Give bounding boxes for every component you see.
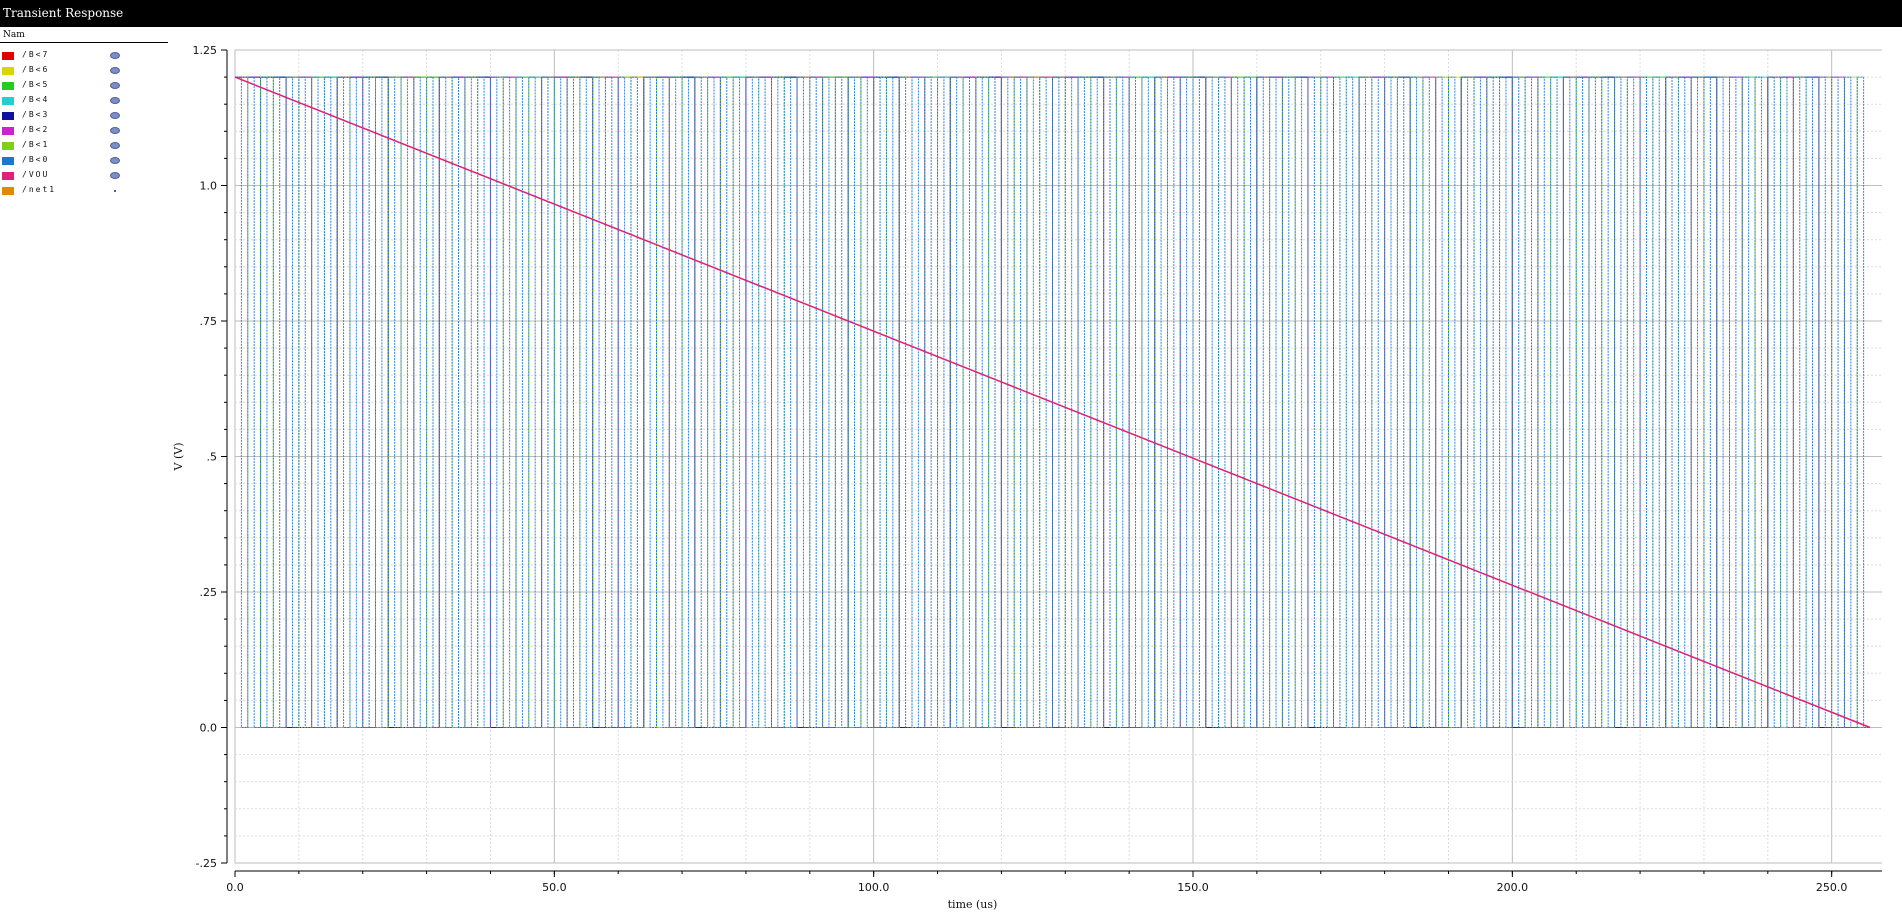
visibility-eye-icon[interactable] bbox=[110, 82, 120, 89]
legend-label: /B<7 bbox=[22, 50, 50, 59]
legend-divider bbox=[0, 42, 168, 43]
hidden-dot-icon[interactable] bbox=[114, 190, 116, 192]
legend-label: /net1 bbox=[22, 185, 57, 194]
window-title: Transient Response bbox=[0, 0, 1902, 27]
visibility-eye-icon[interactable] bbox=[110, 172, 120, 179]
series-line bbox=[234, 76, 1871, 729]
signal-legend: Nam /B<7/B<6/B<5/B<4/B<3/B<2/B<1/B<0/VOU… bbox=[0, 28, 170, 208]
legend-label: /B<6 bbox=[22, 65, 50, 74]
legend-item[interactable]: /B<4 bbox=[0, 95, 168, 109]
legend-label: /B<1 bbox=[22, 140, 50, 149]
legend-item[interactable]: /B<5 bbox=[0, 80, 168, 94]
x-tick-label: 100.0 bbox=[858, 881, 890, 894]
legend-label: /B<5 bbox=[22, 80, 50, 89]
visibility-eye-icon[interactable] bbox=[110, 97, 120, 104]
legend-item[interactable]: /B<0 bbox=[0, 155, 168, 169]
x-tick-label: 50.0 bbox=[542, 881, 567, 894]
legend-swatch bbox=[2, 52, 14, 60]
legend-item[interactable]: /B<1 bbox=[0, 140, 168, 154]
visibility-eye-icon[interactable] bbox=[110, 142, 120, 149]
visibility-eye-icon[interactable] bbox=[110, 52, 120, 59]
legend-label: /VOU bbox=[22, 170, 50, 179]
visibility-eye-icon[interactable] bbox=[110, 127, 120, 134]
visibility-eye-icon[interactable] bbox=[110, 67, 120, 74]
y-axis-label: V (V) bbox=[172, 443, 185, 472]
legend-swatch bbox=[2, 127, 14, 135]
legend-swatch bbox=[2, 142, 14, 150]
legend-header: Nam bbox=[3, 30, 25, 40]
y-tick-label: .25 bbox=[200, 586, 218, 599]
x-tick-label: 250.0 bbox=[1816, 881, 1848, 894]
legend-item[interactable]: /B<6 bbox=[0, 65, 168, 79]
legend-swatch bbox=[2, 82, 14, 90]
legend-label: /B<3 bbox=[22, 110, 50, 119]
legend-label: /B<2 bbox=[22, 125, 50, 134]
legend-item[interactable]: /B<2 bbox=[0, 125, 168, 139]
legend-swatch bbox=[2, 172, 14, 180]
y-tick-label: 1.25 bbox=[193, 44, 218, 57]
x-axis-label: time (us) bbox=[948, 898, 998, 911]
legend-swatch bbox=[2, 112, 14, 120]
legend-item[interactable]: /VOU bbox=[0, 170, 168, 184]
visibility-eye-icon[interactable] bbox=[110, 157, 120, 164]
legend-swatch bbox=[2, 67, 14, 75]
legend-label: /B<0 bbox=[22, 155, 50, 164]
legend-label: /B<4 bbox=[22, 95, 50, 104]
y-tick-label: 0.0 bbox=[200, 722, 218, 735]
legend-swatch bbox=[2, 97, 14, 105]
y-tick-label: 1.0 bbox=[200, 180, 218, 193]
legend-item[interactable]: /net1 bbox=[0, 185, 168, 199]
y-tick-label: .75 bbox=[200, 315, 218, 328]
y-tick-label: .5 bbox=[207, 451, 218, 464]
x-tick-label: 200.0 bbox=[1497, 881, 1529, 894]
x-tick-label: 0.0 bbox=[226, 881, 244, 894]
visibility-eye-icon[interactable] bbox=[110, 112, 120, 119]
legend-item[interactable]: /B<3 bbox=[0, 110, 168, 124]
legend-swatch bbox=[2, 157, 14, 165]
y-tick-label: -.25 bbox=[196, 857, 217, 870]
legend-item[interactable]: /B<7 bbox=[0, 50, 168, 64]
legend-swatch bbox=[2, 187, 14, 195]
x-tick-label: 150.0 bbox=[1177, 881, 1209, 894]
